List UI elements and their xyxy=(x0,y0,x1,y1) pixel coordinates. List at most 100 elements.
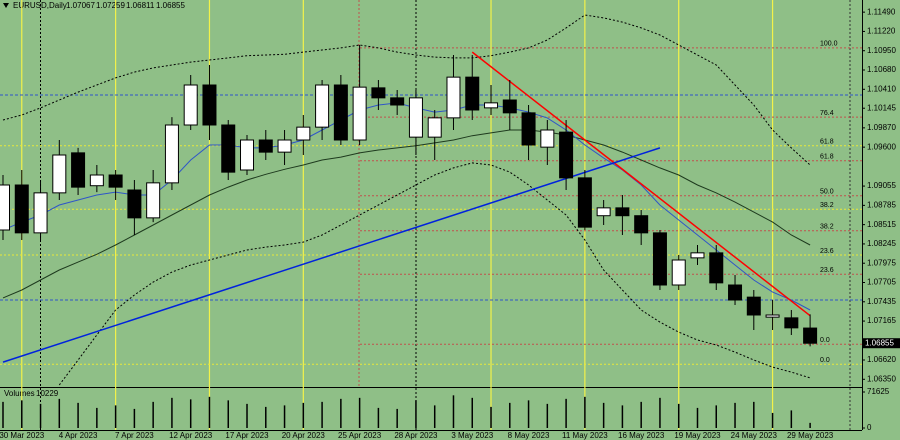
candle-body xyxy=(634,215,649,234)
candle-body xyxy=(352,86,367,141)
trend-line xyxy=(471,51,811,317)
candle-body xyxy=(784,317,799,329)
x-tick-label: 12 Apr 2023 xyxy=(169,431,213,440)
candle-body xyxy=(728,284,743,301)
candle-body xyxy=(540,129,555,148)
header-arrow xyxy=(3,3,9,8)
candle-body xyxy=(258,139,273,153)
candle-body xyxy=(108,174,123,188)
candle-body xyxy=(709,252,724,284)
candle-body xyxy=(746,296,761,316)
candle-body xyxy=(183,84,198,126)
candle-body xyxy=(371,87,386,99)
x-tick-label: 16 May 2023 xyxy=(618,431,665,440)
candle-body xyxy=(652,232,667,286)
x-tick-label: 17 Apr 2023 xyxy=(225,431,269,440)
candle-body xyxy=(671,259,686,286)
candle-body xyxy=(559,131,574,179)
x-tick-label: 20 Apr 2023 xyxy=(282,431,326,440)
y-tick-label: 1.11490 xyxy=(867,7,896,16)
x-tick-label: 4 Apr 2023 xyxy=(59,431,98,440)
volume-last: 10229 xyxy=(36,389,59,398)
candle-body xyxy=(465,76,480,111)
fibo-label: 61.8 xyxy=(820,139,834,146)
y-tick-label: 1.07165 xyxy=(867,316,896,325)
fibo-label: 61.8 xyxy=(820,154,834,161)
candle-body xyxy=(390,97,405,106)
candle-body xyxy=(221,124,236,173)
candle-body xyxy=(146,182,161,219)
x-tick-label: 3 May 2023 xyxy=(451,431,493,440)
y-tick-label: 1.10410 xyxy=(867,84,896,93)
candle-body xyxy=(89,174,104,187)
y-tick-label: 1.06350 xyxy=(867,374,896,383)
candle-body xyxy=(408,97,423,138)
current-price-label: 1.06855 xyxy=(865,338,894,347)
x-tick-label: 28 Apr 2023 xyxy=(394,431,438,440)
y-tick-label: 1.10145 xyxy=(867,103,896,112)
indicator-line xyxy=(2,129,811,299)
candle-body xyxy=(803,327,818,344)
candle-body xyxy=(315,84,330,128)
candle-body xyxy=(521,112,536,146)
fibo-label: 38.2 xyxy=(820,202,834,209)
x-tick-label: 24 May 2023 xyxy=(731,431,778,440)
candle-body xyxy=(296,126,311,141)
indicator-line xyxy=(58,162,811,386)
y-tick-label: 1.08785 xyxy=(867,200,896,209)
y-tick-label: 1.09870 xyxy=(867,123,896,132)
fibo-label: 0.0 xyxy=(820,337,830,344)
y-tick-label: 1.08245 xyxy=(867,239,896,248)
y-tick-label: 1.08515 xyxy=(867,220,896,229)
y-tick-label: 1.07975 xyxy=(867,258,896,267)
x-tick-label: 8 May 2023 xyxy=(508,431,550,440)
x-tick-label: 7 Apr 2023 xyxy=(115,431,154,440)
fibo-label: 38.2 xyxy=(820,224,834,231)
y-tick-label: 0 xyxy=(867,423,872,432)
candle-body xyxy=(52,154,67,194)
fibo-label: 76.4 xyxy=(820,110,834,117)
header-close: 1.06855 xyxy=(156,1,185,10)
x-tick-label: 25 Apr 2023 xyxy=(338,431,382,440)
candle-body xyxy=(277,139,292,153)
candle-body xyxy=(333,84,348,141)
fibo-label: 23.6 xyxy=(820,248,834,255)
candle-body xyxy=(484,102,499,109)
trend-line xyxy=(2,147,661,363)
header-high: 1.07259 xyxy=(96,1,125,10)
period-separators xyxy=(40,0,851,430)
candle-body xyxy=(164,124,179,184)
y-tick-label: 1.07435 xyxy=(867,297,896,306)
volume-title: Volumes xyxy=(4,389,35,398)
x-tick-label: 19 May 2023 xyxy=(674,431,721,440)
x-tick-label: 30 Mar 2023 xyxy=(0,431,45,440)
fibo-label: 23.6 xyxy=(820,267,834,274)
x-tick-label: 29 May 2023 xyxy=(787,431,834,440)
x-tick-label: 11 May 2023 xyxy=(562,431,608,440)
y-tick-label: 1.07705 xyxy=(867,278,896,287)
candle-body xyxy=(765,314,780,318)
candle-body xyxy=(14,184,29,234)
fibo-label: 0.0 xyxy=(820,357,830,364)
candle-body xyxy=(33,192,48,234)
candle-body xyxy=(446,76,461,119)
fibo-label: 100.0 xyxy=(820,41,838,48)
header-low: 1.06811 xyxy=(126,1,155,10)
candle-body xyxy=(240,139,255,171)
y-tick-label: 1.10950 xyxy=(867,46,896,55)
y-tick-label: 71625 xyxy=(867,387,890,396)
candle-body xyxy=(71,152,86,188)
candle-body xyxy=(202,84,217,126)
fibo-label: 50.0 xyxy=(820,189,834,196)
y-tick-label: 1.09600 xyxy=(867,142,896,151)
candle-body xyxy=(690,252,705,259)
y-tick-label: 1.11220 xyxy=(867,27,896,36)
candle-body xyxy=(427,117,442,138)
y-tick-label: 1.09055 xyxy=(867,181,896,190)
symbol-title: EURUSD,Daily xyxy=(13,1,67,10)
y-tick-label: 1.10680 xyxy=(867,65,896,74)
candle-body xyxy=(577,177,592,228)
candle-body xyxy=(615,207,630,217)
